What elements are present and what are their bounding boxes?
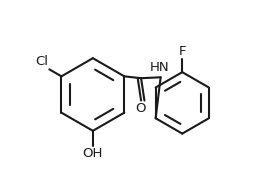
Text: O: O xyxy=(135,102,146,115)
Text: OH: OH xyxy=(83,147,103,160)
Text: Cl: Cl xyxy=(35,55,48,68)
Text: F: F xyxy=(178,45,186,58)
Text: HN: HN xyxy=(150,61,170,74)
